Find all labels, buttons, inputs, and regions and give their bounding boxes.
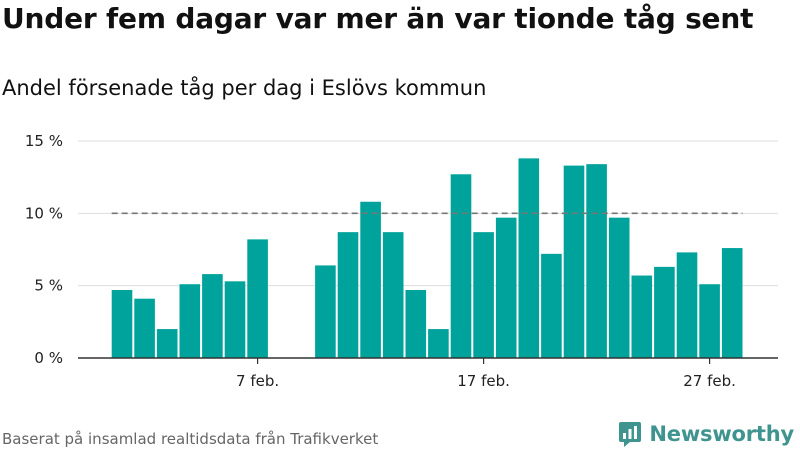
bar-chart-icon <box>619 422 642 447</box>
bar <box>428 329 449 358</box>
x-tick-label: 27 feb. <box>683 372 736 390</box>
brand-logo: Newsworthy <box>618 420 794 448</box>
brand-name: Newsworthy <box>649 422 794 446</box>
bar <box>224 281 246 358</box>
bar <box>541 253 562 358</box>
bar <box>156 329 178 358</box>
bar <box>699 284 720 358</box>
y-tick-label: 10 % <box>25 204 63 222</box>
bar <box>676 252 698 358</box>
bar <box>382 232 404 358</box>
bar <box>337 232 359 358</box>
y-tick-label: 0 % <box>34 349 63 367</box>
bar <box>202 274 223 358</box>
chart-subtitle: Andel försenade tåg per dag i Eslövs kom… <box>2 76 487 100</box>
y-tick-label: 15 % <box>25 132 63 150</box>
bar <box>315 265 336 358</box>
bar <box>586 164 607 358</box>
bar <box>405 290 427 358</box>
bar <box>179 284 201 358</box>
bars <box>111 158 743 358</box>
x-tick-label: 7 feb. <box>236 372 279 390</box>
bar <box>654 266 675 358</box>
bar <box>111 290 133 358</box>
bar <box>473 232 494 358</box>
chart-title: Under fem dagar var mer än var tionde tå… <box>2 2 754 35</box>
bar <box>450 174 472 358</box>
axes: 0 % 5 % 10 % 15 % 7 feb. 17 feb. 27 feb. <box>25 132 778 390</box>
bar <box>360 201 381 358</box>
x-tick-label: 17 feb. <box>457 372 510 390</box>
bar <box>721 248 743 358</box>
bar <box>631 275 653 358</box>
y-tick-label: 5 % <box>34 277 63 295</box>
bar-chart: 0 % 5 % 10 % 15 % 7 feb. 17 feb. 27 feb. <box>25 132 778 390</box>
bar <box>134 298 155 358</box>
bar <box>608 217 630 358</box>
bar <box>247 239 268 358</box>
source-note: Baserat på insamlad realtidsdata från Tr… <box>2 430 379 448</box>
bar <box>518 158 540 358</box>
bar <box>563 165 585 358</box>
bar <box>495 217 517 358</box>
